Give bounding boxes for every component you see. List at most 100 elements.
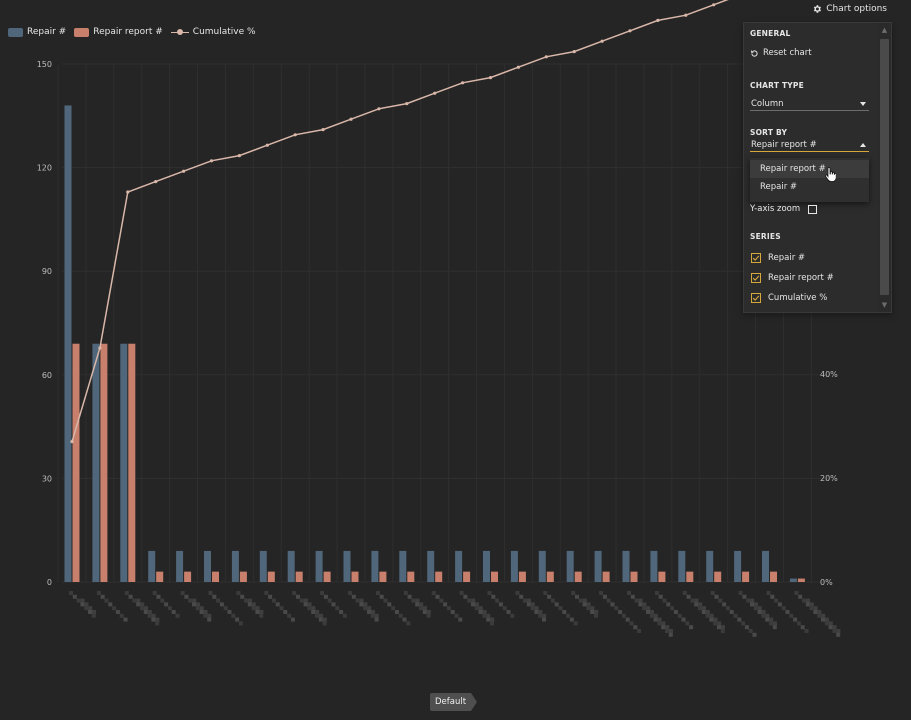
bar-repair xyxy=(789,578,797,582)
chevron-down-icon xyxy=(860,101,866,106)
cumulative-point xyxy=(600,39,604,43)
bar-repair xyxy=(594,550,602,582)
bar-repair-report xyxy=(351,571,359,582)
bar-repair xyxy=(259,550,267,582)
chart-options-label: Chart options xyxy=(826,4,887,14)
grid-layer xyxy=(57,63,830,583)
bar-repair-report xyxy=(128,343,136,582)
panel-scrollbar[interactable]: ▲ ▼ xyxy=(878,23,891,312)
bar-repair-report xyxy=(546,571,554,582)
checkmark-icon[interactable] xyxy=(751,293,761,303)
legend-swatch-repair-report xyxy=(74,27,90,37)
scroll-down-icon[interactable]: ▼ xyxy=(881,301,888,309)
x-tick-label-obscured xyxy=(766,591,809,633)
bar-repair xyxy=(455,550,463,582)
bar-repair-report xyxy=(379,571,387,582)
cumulative-point xyxy=(126,190,130,194)
cumulative-point xyxy=(349,117,353,121)
series-label-cumulative: Cumulative % xyxy=(768,293,828,303)
x-tick-label-obscured xyxy=(487,591,515,618)
bar-repair-report xyxy=(714,571,722,582)
sort-option-repair-report[interactable]: Repair report # xyxy=(750,160,869,178)
bar-repair xyxy=(650,550,658,582)
checkmark-icon[interactable] xyxy=(751,273,761,283)
legend-item-cumulative[interactable]: Cumulative % xyxy=(170,27,256,37)
y-left-tick-label: 60 xyxy=(42,371,52,380)
reset-chart-button[interactable]: Reset chart xyxy=(750,48,812,58)
chart-options-button[interactable]: Chart options xyxy=(812,4,887,14)
cumulative-point xyxy=(488,76,493,80)
bar-repair-report xyxy=(239,571,247,582)
legend-item-repair-report[interactable]: Repair report # xyxy=(74,27,163,37)
bar-repair xyxy=(204,550,211,582)
cumulative-point xyxy=(182,169,186,173)
bar-repair-report xyxy=(295,571,303,582)
x-tick-label-obscured xyxy=(571,591,599,618)
sort-by-dropdown: Repair report # Repair # xyxy=(750,158,869,202)
y-left-tick-label: 30 xyxy=(42,474,52,483)
scroll-thumb[interactable] xyxy=(880,39,889,295)
default-view-badge[interactable]: Default xyxy=(430,693,478,711)
series-toggle-repair-report[interactable]: Repair report # xyxy=(751,273,834,283)
general-section-title: GENERAL xyxy=(750,29,791,38)
bar-repair xyxy=(371,550,379,582)
chart-type-value: Column xyxy=(751,98,784,109)
cumulative-point xyxy=(237,154,241,158)
chart-type-select[interactable]: Column xyxy=(750,97,869,111)
bar-repair-report xyxy=(435,571,443,582)
x-tick-label-obscured xyxy=(431,591,463,622)
series-section-title: SERIES xyxy=(750,232,781,241)
bars-layer xyxy=(64,105,805,582)
y-right-tick-label: 20% xyxy=(820,474,838,483)
y-right-tick-label: 40% xyxy=(820,370,838,379)
checkmark-icon[interactable] xyxy=(751,253,761,263)
bar-repair-report xyxy=(658,571,666,582)
bar-repair xyxy=(399,550,407,582)
bar-repair-report xyxy=(72,343,80,582)
bar-repair-report xyxy=(602,571,610,582)
bar-repair-report xyxy=(742,571,750,582)
cumulative-point xyxy=(377,107,381,111)
y-left-tick-label: 0 xyxy=(47,578,52,587)
bar-repair xyxy=(734,550,742,582)
bar-repair-report xyxy=(574,571,582,582)
sort-by-select[interactable]: Repair report # xyxy=(750,138,869,152)
legend-label-repair: Repair # xyxy=(27,27,67,37)
bar-repair xyxy=(64,105,72,582)
chevron-up-icon xyxy=(860,142,866,147)
x-tick-label-obscured xyxy=(599,591,642,633)
reset-icon xyxy=(750,49,759,58)
bar-repair xyxy=(231,550,239,582)
cumulative-point xyxy=(684,13,688,17)
chart-type-section-title: CHART TYPE xyxy=(750,81,804,90)
cumulative-line xyxy=(71,0,729,442)
y-axis-zoom-label: Y-axis zoom xyxy=(750,204,801,214)
bar-repair-report xyxy=(686,571,694,582)
bar-repair xyxy=(92,343,100,582)
x-tick-label-obscured xyxy=(124,591,160,626)
cumulative-point xyxy=(98,346,102,350)
cumulative-point xyxy=(433,91,437,95)
bar-repair-report xyxy=(267,571,275,582)
x-tick-label-obscured xyxy=(403,591,431,618)
y-axis-zoom-row: Y-axis zoom xyxy=(750,204,818,214)
x-tick-label-obscured xyxy=(348,591,379,622)
series-toggle-cumulative[interactable]: Cumulative % xyxy=(751,293,827,303)
y-left-tick-label: 90 xyxy=(42,267,52,276)
bar-repair xyxy=(483,550,490,582)
bar-repair xyxy=(343,550,351,582)
bar-repair xyxy=(120,343,128,582)
bar-repair-report xyxy=(184,571,192,582)
cumulative-point xyxy=(70,440,74,444)
scroll-up-icon[interactable]: ▲ xyxy=(881,26,888,34)
sort-option-repair[interactable]: Repair # xyxy=(760,182,798,192)
x-tick-label-obscured xyxy=(710,591,757,637)
series-toggle-repair[interactable]: Repair # xyxy=(751,253,805,263)
hand-pointer-icon xyxy=(825,167,837,184)
legend-item-repair[interactable]: Repair # xyxy=(8,27,66,37)
bar-repair-report xyxy=(630,571,638,582)
y-axis-zoom-checkbox[interactable] xyxy=(808,204,818,214)
y-axis-left-labels: 0 30 60 90 120 150 xyxy=(37,60,52,587)
legend-swatch-repair xyxy=(8,27,23,37)
cumulative-point xyxy=(572,50,576,54)
